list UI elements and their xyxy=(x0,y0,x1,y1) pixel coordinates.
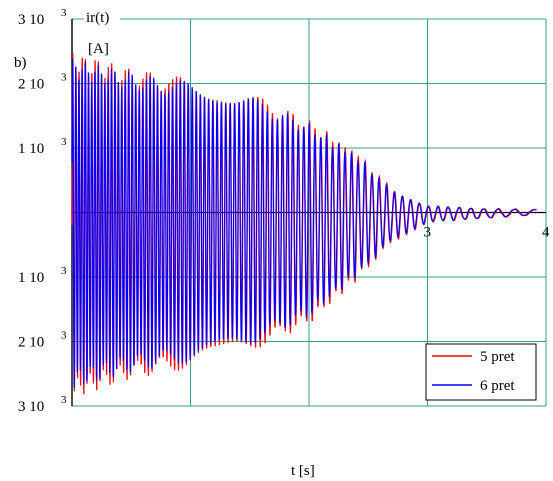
series-6-pret xyxy=(71,58,537,388)
legend: 5 pret 6 pret xyxy=(425,343,537,401)
x-tick-label: 3 xyxy=(424,225,432,241)
y-tick-label: 3 10 xyxy=(18,399,44,415)
y-tick-exponent: 3 xyxy=(61,72,67,84)
y-tick-exponent: 3 xyxy=(61,7,67,19)
y-axis-label: ir(t) xyxy=(86,10,109,26)
x-axis-label: t [s] xyxy=(291,463,315,479)
y-tick-label: 1 10 xyxy=(18,270,44,286)
y-tick-exponent: 3 xyxy=(61,330,67,342)
y-tick-exponent: 3 xyxy=(61,394,67,406)
y-tick-exponent: 3 xyxy=(61,265,67,277)
panel-label: b) xyxy=(14,55,27,71)
y-tick-label: 1 10 xyxy=(18,141,44,157)
y-tick-label: 2 10 xyxy=(18,77,44,93)
y-tick-exponent: 3 xyxy=(61,136,67,148)
x-tick-label: 4 xyxy=(542,225,550,241)
tick-labels: 3 10 3 2 10 3 1 10 3 1 10 3 2 10 3 3 10 3 3 4 xyxy=(18,7,550,415)
y-tick-label: 3 10 xyxy=(18,12,44,28)
legend-label-6-pret: 6 pret xyxy=(480,378,515,394)
y-tick-label: 2 10 xyxy=(18,335,44,351)
y-axis-unit: [A] xyxy=(88,41,109,57)
legend-label-5-pret: 5 pret xyxy=(480,349,515,365)
series-layer xyxy=(71,53,537,395)
